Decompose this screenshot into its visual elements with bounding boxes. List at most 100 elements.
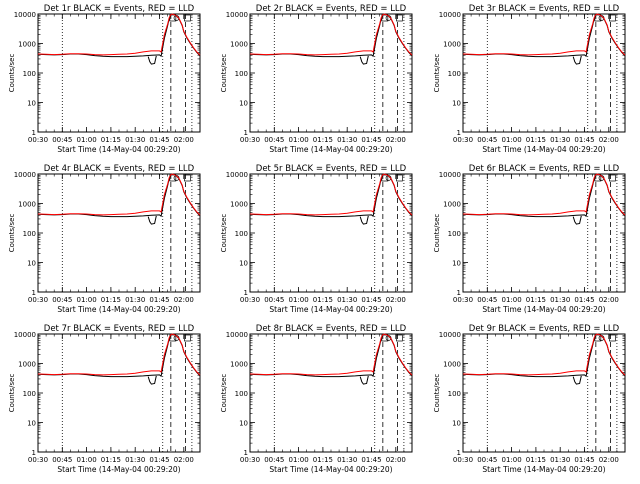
x-tick-label: 01:30 (125, 296, 145, 304)
x-tick-label: 01:30 (125, 456, 145, 464)
state-marker (609, 334, 616, 342)
y-axis-label: Counts/sec (220, 374, 228, 413)
x-tick-label: 01:45 (149, 456, 169, 464)
y-tick-label: 1000 (230, 41, 248, 49)
y-axis-label: Counts/sec (8, 54, 16, 93)
x-tick-label: 01:30 (550, 296, 570, 304)
x-tick-label: 00:45 (52, 136, 72, 144)
y-tick-label: 100 (448, 70, 461, 78)
x-tick-label: 00:30 (453, 296, 473, 304)
panel-title: Det 8r BLACK = Events, RED = LLD (256, 324, 407, 334)
y-tick-label: 10 (27, 260, 36, 268)
panel-title: Det 5r BLACK = Events, RED = LLD (256, 164, 407, 174)
y-axis-label: Counts/sec (8, 214, 16, 253)
x-tick-label: 00:30 (28, 296, 48, 304)
x-axis-label: Start Time (14-May-04 00:29:20) (269, 465, 392, 474)
x-tick-label: 00:45 (477, 456, 497, 464)
x-tick-label: 02:00 (386, 136, 406, 144)
x-axis-label: Start Time (14-May-04 00:29:20) (57, 465, 180, 474)
y-axis-label: Counts/sec (8, 374, 16, 413)
y-tick-label: 1000 (443, 361, 461, 369)
x-axis-label: Start Time (14-May-04 00:29:20) (482, 305, 605, 314)
plot-frame (37, 173, 201, 293)
y-axis-label: Counts/sec (220, 54, 228, 93)
state-marker (396, 14, 403, 22)
y-tick-label: 1 (244, 289, 248, 297)
x-tick-label: 01:00 (502, 296, 522, 304)
y-tick-label: 10 (27, 100, 36, 108)
panel-title: Det 1r BLACK = Events, RED = LLD (44, 4, 195, 14)
x-tick-label: 00:30 (240, 296, 260, 304)
x-tick-label: 00:30 (240, 136, 260, 144)
y-tick-label: 1000 (230, 361, 248, 369)
x-tick-label: 01:45 (361, 456, 381, 464)
x-tick-label: 00:30 (28, 136, 48, 144)
events-dip-line (359, 375, 369, 385)
lld-series-line (37, 333, 201, 376)
x-tick-label: 01:00 (77, 296, 97, 304)
state-marker (609, 14, 616, 22)
state-marker (184, 334, 191, 342)
x-tick-label: 02:00 (386, 456, 406, 464)
y-tick-label: 10000 (226, 331, 248, 339)
panel-6r: Det 6r BLACK = Events, RED = LLD 1 10 100 10… (433, 164, 626, 314)
y-tick-label: 1 (32, 289, 36, 297)
x-axis-label: Start Time (14-May-04 00:29:20) (482, 465, 605, 474)
plot-frame (249, 333, 413, 453)
y-tick-label: 1 (244, 129, 248, 137)
x-tick-label: 01:15 (313, 296, 333, 304)
x-tick-label: 01:30 (550, 456, 570, 464)
y-tick-label: 10000 (14, 171, 36, 179)
x-tick-label: 01:15 (526, 456, 546, 464)
y-tick-label: 1 (244, 449, 248, 457)
panel-title: Det 4r BLACK = Events, RED = LLD (44, 164, 195, 174)
state-marker (184, 14, 191, 22)
lld-series-line (249, 13, 413, 56)
y-tick-label: 10 (452, 260, 461, 268)
x-tick-label: 02:00 (599, 296, 619, 304)
x-tick-label: 01:15 (101, 136, 121, 144)
lld-series-line (462, 333, 626, 376)
y-tick-label: 10000 (226, 11, 248, 19)
x-tick-label: 01:00 (77, 136, 97, 144)
x-tick-label: 02:00 (599, 456, 619, 464)
x-tick-label: 02:00 (386, 296, 406, 304)
y-tick-label: 10000 (439, 171, 461, 179)
plot-frame (462, 13, 626, 133)
y-tick-label: 10 (27, 420, 36, 428)
panel-3r: Det 3r BLACK = Events, RED = LLD 1 10 100 10… (433, 4, 626, 154)
x-tick-label: 01:15 (526, 136, 546, 144)
y-tick-label: 100 (235, 230, 248, 238)
events-dip-line (147, 215, 157, 225)
y-tick-label: 10000 (439, 331, 461, 339)
y-tick-label: 10 (452, 420, 461, 428)
y-tick-label: 10000 (14, 331, 36, 339)
x-tick-label: 01:15 (526, 296, 546, 304)
x-tick-label: 01:00 (502, 456, 522, 464)
panel-4r: Det 4r BLACK = Events, RED = LLD 1 10 100 10… (8, 164, 201, 314)
y-tick-label: 1 (457, 129, 461, 137)
y-tick-label: 100 (23, 70, 36, 78)
y-tick-label: 100 (23, 230, 36, 238)
y-tick-label: 1000 (18, 41, 36, 49)
y-axis-label: Counts/sec (433, 214, 441, 253)
plot-frame (249, 13, 413, 133)
panel-title: Det 6r BLACK = Events, RED = LLD (469, 164, 620, 174)
x-axis-label: Start Time (14-May-04 00:29:20) (269, 145, 392, 154)
x-tick-label: 01:00 (289, 296, 309, 304)
y-axis-label: Counts/sec (433, 374, 441, 413)
y-tick-label: 1 (32, 449, 36, 457)
y-tick-label: 1 (457, 289, 461, 297)
x-axis-label: Start Time (14-May-04 00:29:20) (57, 305, 180, 314)
x-tick-label: 01:30 (337, 296, 357, 304)
x-axis-label: Start Time (14-May-04 00:29:20) (57, 145, 180, 154)
y-tick-label: 10000 (14, 11, 36, 19)
y-tick-label: 10 (239, 420, 248, 428)
x-tick-label: 00:45 (52, 456, 72, 464)
events-dip-line (572, 375, 582, 385)
y-tick-label: 1 (457, 449, 461, 457)
x-axis-label: Start Time (14-May-04 00:29:20) (269, 305, 392, 314)
events-dip-line (147, 55, 157, 65)
state-marker (396, 334, 403, 342)
